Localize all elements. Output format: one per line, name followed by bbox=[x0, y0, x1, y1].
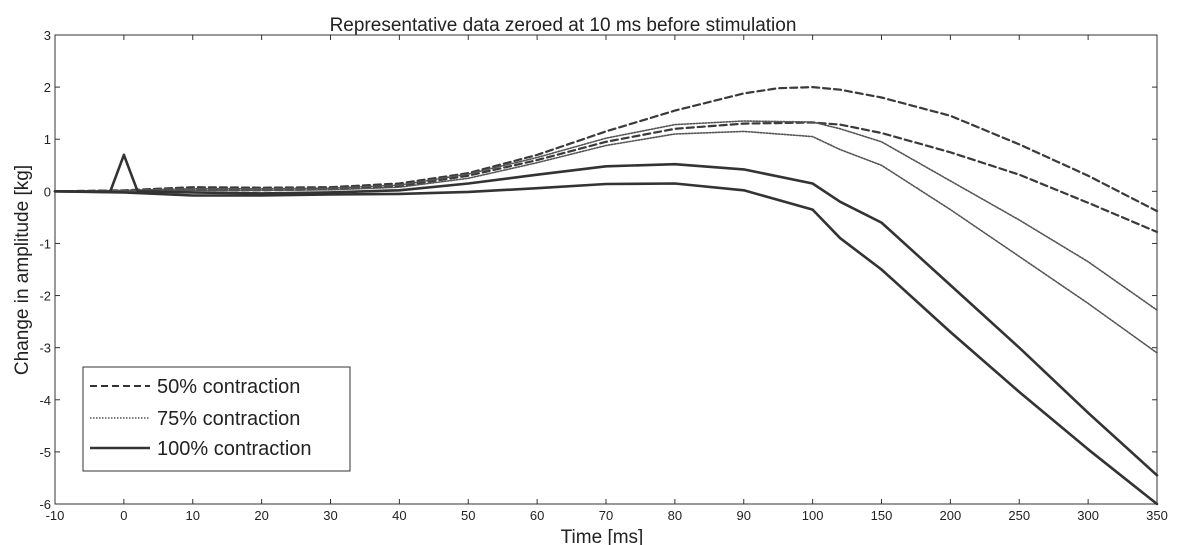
y-tick-label: -1 bbox=[39, 236, 51, 251]
series-line-dashed-0 bbox=[53, 85, 1159, 213]
series-line-dotted-2 bbox=[54, 120, 1158, 311]
legend-label-50: 50% contraction bbox=[157, 376, 300, 398]
legend: 50% contraction 75% contraction 100% con… bbox=[82, 366, 351, 472]
x-axis-label: Time [ms] bbox=[561, 527, 644, 545]
y-tick-label: -6 bbox=[39, 497, 51, 512]
y-axis-label: Change in amplitude [kg] bbox=[12, 165, 33, 375]
series-line-dashed-1 bbox=[53, 121, 1159, 234]
x-tick-label: 200 bbox=[940, 508, 962, 523]
x-tick-label: 20 bbox=[254, 508, 268, 523]
y-tick-label: 0 bbox=[44, 184, 51, 199]
series-layer bbox=[53, 85, 1159, 506]
x-tick-label: 250 bbox=[1008, 508, 1030, 523]
series-line-dotted-3 bbox=[54, 130, 1158, 354]
x-tick-label: 30 bbox=[323, 508, 337, 523]
x-tick-label: 50 bbox=[461, 508, 475, 523]
x-tick-label: 100 bbox=[802, 508, 824, 523]
y-tick-label: 3 bbox=[44, 28, 51, 43]
x-tick-label: 350 bbox=[1146, 508, 1168, 523]
x-tick-label: 90 bbox=[737, 508, 751, 523]
chart-title: Representative data zeroed at 10 ms befo… bbox=[330, 15, 797, 36]
x-tick-label: 40 bbox=[392, 508, 406, 523]
y-tick-label: 1 bbox=[44, 132, 51, 147]
y-tick-label: -5 bbox=[39, 445, 51, 460]
y-tick-label: 2 bbox=[44, 80, 51, 95]
series-line-solid-5 bbox=[53, 182, 1159, 506]
y-tick-label: -4 bbox=[39, 393, 51, 408]
x-tick-label: 80 bbox=[668, 508, 682, 523]
x-tick-label: 10 bbox=[186, 508, 200, 523]
x-tick-label: 60 bbox=[530, 508, 544, 523]
x-tick-label: 150 bbox=[871, 508, 893, 523]
series-line-solid-4 bbox=[53, 153, 1159, 477]
axis-ticks: -10 0 10 20 30 40 50 60 70 80 90 100 150 200 250 300 350… bbox=[39, 28, 1167, 523]
x-tick-label: 300 bbox=[1077, 508, 1099, 523]
x-tick-label: -10 bbox=[46, 508, 65, 523]
y-tick-label: -2 bbox=[39, 289, 51, 304]
x-tick-label: 70 bbox=[599, 508, 613, 523]
legend-label-75: 75% contraction bbox=[157, 408, 300, 430]
x-tick-label: 0 bbox=[120, 508, 127, 523]
legend-label-100: 100% contraction bbox=[157, 438, 312, 460]
legend-box bbox=[82, 366, 351, 472]
y-tick-label: -3 bbox=[39, 341, 51, 356]
